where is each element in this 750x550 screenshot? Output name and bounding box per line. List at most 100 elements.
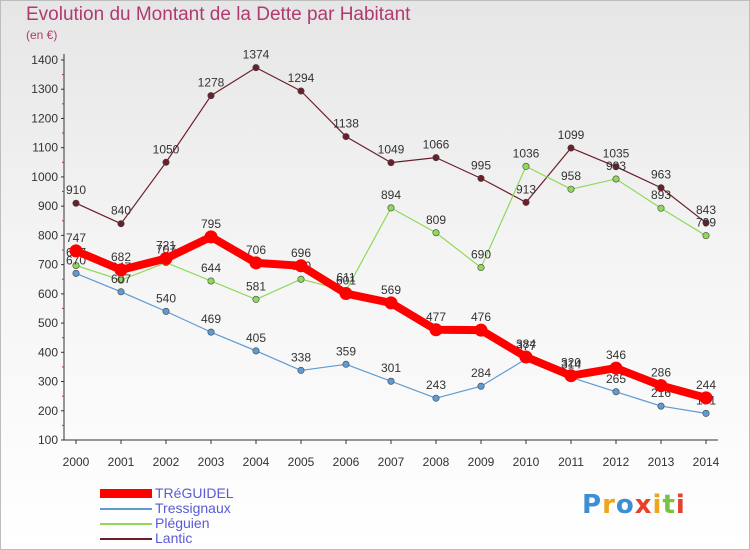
data-label: 993 — [606, 159, 626, 173]
legend-swatch-treguidel — [100, 489, 152, 498]
data-point — [387, 204, 395, 212]
data-point — [657, 204, 665, 212]
data-point — [342, 133, 350, 141]
data-point — [612, 175, 620, 183]
data-label: 747 — [66, 231, 86, 245]
legend-swatch-pleguien — [100, 523, 152, 525]
data-label: 795 — [201, 217, 221, 231]
data-point — [252, 347, 260, 355]
data-label: 314 — [561, 357, 581, 371]
data-label: 1049 — [378, 143, 405, 157]
data-point — [297, 87, 305, 95]
y-tick-label: 700 — [38, 258, 58, 272]
x-tick-label: 2001 — [108, 455, 135, 469]
data-point — [387, 377, 395, 385]
data-label: 346 — [606, 348, 626, 362]
data-label: 1374 — [243, 48, 270, 62]
data-label: 611 — [336, 271, 355, 285]
data-point — [249, 256, 263, 270]
data-label: 469 — [201, 312, 221, 326]
data-label: 644 — [201, 261, 221, 275]
y-tick-label: 1200 — [31, 111, 58, 125]
y-tick-label: 1000 — [31, 170, 58, 184]
legend: TRéGUIDEL Tressignaux Pléguien Lantic — [100, 486, 300, 546]
data-label: 301 — [381, 361, 401, 375]
legend-item-pleguien: Pléguien — [100, 516, 300, 531]
x-tick-label: 2011 — [558, 455, 584, 469]
legend-label-lantic: Lantic — [155, 530, 193, 546]
data-point — [72, 261, 80, 269]
y-tick-label: 400 — [38, 345, 58, 359]
data-label: 910 — [66, 183, 86, 197]
data-point — [522, 162, 530, 170]
data-label: 1036 — [513, 146, 540, 160]
y-tick-label: 1400 — [31, 53, 58, 67]
data-point — [207, 92, 215, 100]
data-label: 320 — [561, 356, 581, 370]
data-point — [567, 144, 575, 152]
y-tick-label: 800 — [38, 228, 58, 242]
data-point — [384, 296, 398, 310]
data-label: 706 — [246, 243, 266, 257]
data-label: 843 — [696, 203, 716, 217]
data-point — [564, 369, 578, 383]
data-label: 913 — [516, 182, 536, 196]
x-tick-label: 2007 — [378, 455, 405, 469]
data-label: 799 — [696, 216, 716, 230]
data-point — [69, 244, 83, 258]
x-tick-label: 2010 — [513, 455, 540, 469]
y-tick-label: 1300 — [31, 82, 58, 96]
data-label: 690 — [471, 248, 491, 262]
legend-item-treguidel: TRéGUIDEL — [100, 486, 300, 501]
x-tick-label: 2006 — [333, 455, 360, 469]
data-label: 286 — [651, 366, 671, 380]
data-point — [657, 184, 665, 192]
data-label: 1294 — [288, 71, 315, 85]
y-tick-label: 100 — [38, 433, 58, 447]
x-tick-label: 2009 — [468, 455, 495, 469]
x-tick-label: 2003 — [198, 455, 225, 469]
data-label: 540 — [156, 291, 176, 305]
data-label: 265 — [606, 372, 626, 386]
data-point — [699, 391, 713, 405]
data-point — [342, 360, 350, 368]
data-point — [567, 185, 575, 193]
data-point — [654, 379, 668, 393]
data-label: 995 — [471, 158, 491, 172]
data-label: 893 — [651, 188, 671, 202]
y-tick-label: 200 — [38, 404, 58, 418]
legend-item-tressignaux: Tressignaux — [100, 501, 300, 516]
legend-label-pleguien: Pléguien — [155, 515, 210, 531]
legend-label-tressignaux: Tressignaux — [155, 500, 231, 516]
data-point — [702, 232, 710, 240]
data-point — [162, 158, 170, 166]
x-tick-label: 2002 — [153, 455, 180, 469]
data-label: 243 — [426, 378, 446, 392]
data-point — [612, 388, 620, 396]
data-point — [114, 263, 128, 277]
legend-swatch-lantic — [100, 538, 152, 540]
data-point — [207, 328, 215, 336]
data-label: 840 — [111, 204, 131, 218]
chart-title: Evolution du Montant de la Dette par Hab… — [26, 4, 411, 25]
data-label: 1278 — [198, 76, 225, 90]
data-point — [339, 287, 353, 301]
data-point — [117, 220, 125, 228]
data-label: 607 — [111, 272, 131, 286]
data-point — [429, 323, 443, 337]
data-label: 384 — [516, 337, 536, 351]
data-label: 244 — [696, 378, 716, 392]
data-point — [207, 277, 215, 285]
data-point — [297, 275, 305, 283]
data-label: 476 — [471, 310, 491, 324]
y-tick-label: 600 — [38, 287, 58, 301]
data-point — [432, 394, 440, 402]
x-tick-label: 2005 — [288, 455, 315, 469]
data-label: 1099 — [558, 128, 585, 142]
data-label: 284 — [471, 366, 491, 380]
data-point — [702, 219, 710, 227]
data-point — [522, 198, 530, 206]
data-point — [432, 229, 440, 237]
data-point — [477, 174, 485, 182]
